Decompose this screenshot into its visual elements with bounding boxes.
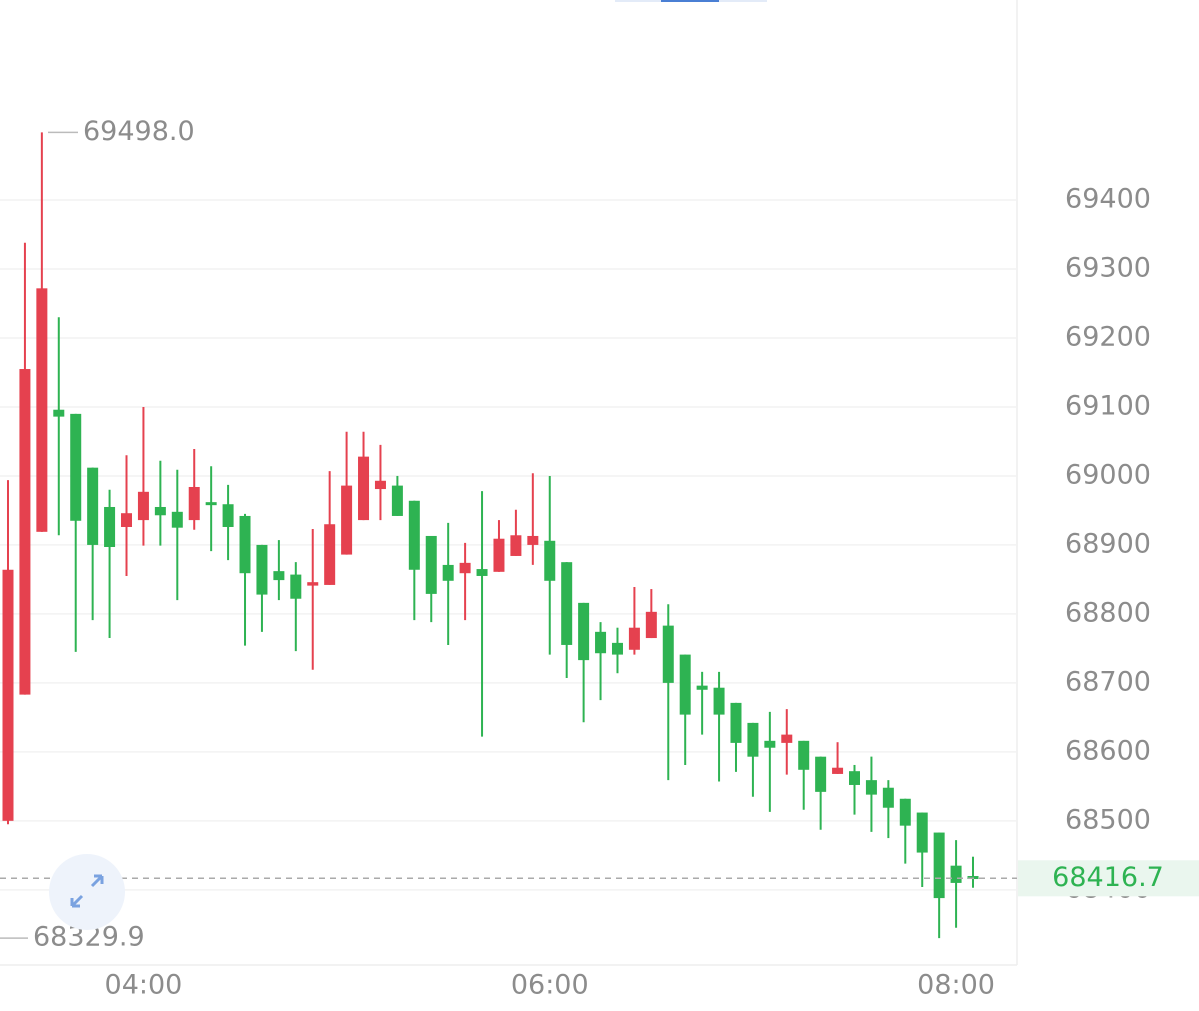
candle-body [19, 369, 31, 695]
y-tick-label: 69300 [1065, 253, 1151, 284]
y-tick-label: 68900 [1065, 528, 1151, 559]
candle-body [595, 631, 607, 654]
candle-body [154, 506, 166, 516]
y-tick-label: 68800 [1065, 597, 1151, 628]
candle-body [307, 582, 319, 586]
y-tick-label: 68600 [1065, 735, 1151, 766]
candle-body [781, 734, 793, 743]
candle-body [696, 685, 708, 690]
candle-body [324, 524, 336, 585]
candle-body [205, 502, 217, 506]
candle-body [578, 602, 590, 661]
candle-body [137, 491, 149, 521]
candle-body [459, 562, 471, 574]
candle-body [121, 513, 133, 527]
candle-body [53, 409, 65, 417]
candle-body [188, 486, 200, 521]
candle-body [628, 627, 640, 650]
candle-body [662, 625, 674, 683]
candle-body [815, 756, 827, 792]
candle-body [679, 654, 691, 715]
candle-body [849, 771, 860, 785]
candle-body [527, 535, 539, 545]
candle-body [341, 485, 353, 555]
candle-body [645, 611, 657, 639]
candle-body [950, 865, 962, 883]
candle-body [476, 569, 488, 576]
candle-body [967, 876, 979, 880]
candle-body [425, 535, 437, 594]
x-tick-label: 08:00 [917, 970, 995, 1001]
candle-body [747, 722, 759, 757]
candle-body [87, 467, 99, 545]
candle-body [713, 687, 725, 715]
candle-body [36, 288, 48, 532]
y-tick-label: 68500 [1065, 804, 1151, 835]
candle-body [933, 832, 945, 899]
candle-body [239, 515, 251, 574]
candle-body [374, 480, 386, 490]
y-tick-label: 69200 [1065, 321, 1151, 352]
candle-body [290, 574, 302, 599]
candle-body [273, 571, 285, 581]
last-price-label: 68416.7 [1052, 862, 1164, 893]
candle-body [510, 535, 522, 556]
y-tick-label: 69100 [1065, 390, 1151, 421]
candle-body [391, 485, 403, 516]
candle-body [408, 500, 420, 570]
y-tick-label: 68700 [1065, 666, 1151, 697]
x-tick-label: 06:00 [511, 970, 589, 1001]
candle-body [70, 413, 82, 521]
y-tick-label: 69000 [1065, 459, 1151, 490]
candle-body [899, 798, 911, 826]
candle-body [256, 544, 268, 595]
candle-body [916, 812, 928, 853]
candle-body [222, 504, 234, 527]
candle-body [2, 569, 14, 821]
candle-body [561, 562, 573, 645]
candle-body [104, 506, 116, 547]
candle-body [442, 564, 454, 581]
candle-body [358, 456, 370, 521]
candle-body [798, 740, 810, 770]
candle-body [865, 780, 877, 795]
x-tick-label: 04:00 [105, 970, 183, 1001]
candle-body [493, 538, 505, 572]
zoom-button[interactable] [49, 854, 125, 930]
candle-body [764, 740, 776, 748]
candle-body [171, 511, 183, 528]
candle-body [611, 642, 623, 655]
top-tab-active [661, 0, 719, 2]
high-label: 69498.0 [83, 116, 195, 147]
last-price-box [1018, 860, 1199, 897]
candle-body [544, 540, 556, 581]
candle-body [730, 702, 742, 743]
candle-body [882, 787, 894, 808]
y-tick-label: 69400 [1065, 184, 1151, 215]
candle-body [832, 767, 844, 774]
